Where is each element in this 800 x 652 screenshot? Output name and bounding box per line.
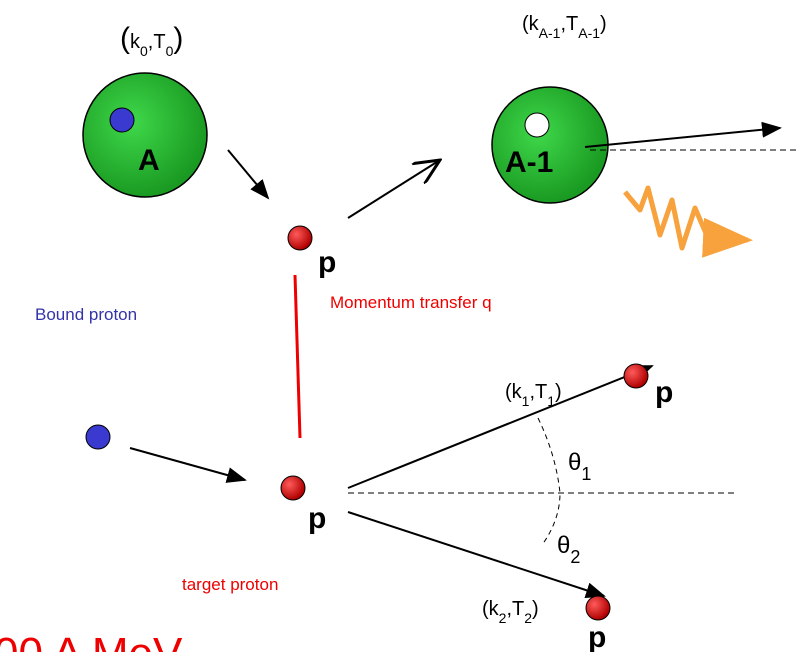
momentum-transfer-label: Momentum transfer q xyxy=(330,293,492,312)
kinematics-part: T xyxy=(153,31,165,53)
diagram: A p A-1 Bound proton Momentum transfer q… xyxy=(0,0,800,652)
angle-label: θ1 xyxy=(568,449,591,484)
kinematics-part: T xyxy=(566,13,578,35)
subscript: 2 xyxy=(570,547,580,567)
kinematics-part: T xyxy=(512,598,524,620)
angle-symbol: θ xyxy=(568,449,581,476)
kinematics-part: ( xyxy=(120,22,130,55)
proton-label: p xyxy=(318,246,336,279)
bound-proton-label: Bound proton xyxy=(35,305,137,324)
subscript: A-1 xyxy=(578,25,600,41)
subscript: 2 xyxy=(499,610,507,626)
target-proton-label: target proton xyxy=(182,575,278,594)
kinematics-part: T xyxy=(535,381,547,403)
outgoing-1-label: p xyxy=(655,376,673,409)
kinematics-part: ) xyxy=(555,381,562,403)
subscript: 1 xyxy=(522,393,530,409)
kinematics-label: (kA-1,TA-1) xyxy=(522,13,607,41)
kinematics-part: ) xyxy=(600,13,607,35)
shapes xyxy=(83,73,800,620)
target-proton-symbol: p xyxy=(308,502,326,535)
energy-label: 00 A MeV xyxy=(0,629,183,652)
subscript: 1 xyxy=(581,464,591,484)
kinematics-part: ) xyxy=(532,598,539,620)
outgoing-2-label: p xyxy=(588,621,606,652)
kinematics-label: (k1,T1) xyxy=(505,381,562,409)
subscript: A-1 xyxy=(539,25,561,41)
subscript: 0 xyxy=(140,43,148,59)
angle-label: θ2 xyxy=(557,532,580,567)
subscript: 0 xyxy=(166,43,174,59)
residual-label: A-1 xyxy=(505,146,553,179)
subscript: 2 xyxy=(524,610,532,626)
page: {"nucleus": {"label": "A", "kinematics":… xyxy=(0,0,800,652)
kinematics-part: ) xyxy=(173,22,183,55)
subscript: 1 xyxy=(547,393,555,409)
kinematics-label: (k2,T2) xyxy=(482,598,539,626)
angle-symbol: θ xyxy=(557,532,570,559)
kinematics-label: (k0,T0) xyxy=(120,22,183,59)
nucleus-label: A xyxy=(138,144,160,177)
